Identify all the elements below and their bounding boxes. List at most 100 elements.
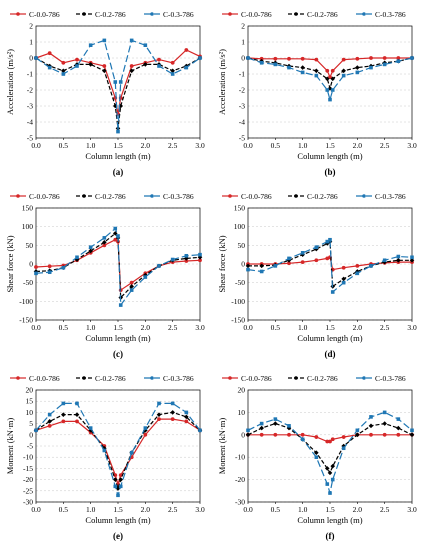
legend-marker-0 — [228, 376, 232, 380]
data-point — [324, 466, 330, 471]
data-point — [273, 62, 278, 67]
data-point — [355, 65, 360, 70]
data-point — [328, 97, 332, 102]
data-point — [324, 76, 330, 82]
data-point — [341, 280, 346, 285]
data-point — [369, 65, 373, 70]
data-point — [129, 288, 134, 292]
legend-marker-1 — [82, 194, 86, 198]
data-point — [61, 72, 66, 76]
data-point — [102, 68, 107, 74]
legend-marker-0 — [16, 376, 20, 380]
data-point — [33, 269, 39, 274]
data-point — [330, 76, 336, 82]
chart-panel-2: C-0.0-786 C-0.2-786 C-0.3-786 -150 -100 -50 0 5… — [5, 192, 205, 359]
data-point — [355, 56, 360, 61]
series-line-2 — [247, 238, 413, 294]
chart-panel-4: C-0.0-786 C-0.2-786 C-0.3-786 -30 -25 -20 -15 -… — [5, 374, 205, 541]
legend-marker-2 — [362, 194, 366, 198]
data-point — [47, 412, 52, 417]
series-line-1 — [35, 57, 201, 129]
legend-marker-1 — [294, 12, 298, 16]
data-point — [143, 275, 148, 279]
data-point — [259, 425, 264, 431]
data-point — [74, 412, 80, 417]
data-point — [382, 258, 387, 263]
panel-label: (f) — [326, 531, 335, 541]
data-point — [355, 271, 360, 276]
data-point — [341, 57, 346, 62]
data-point — [88, 428, 93, 433]
x-tick-label: 0.5 — [271, 505, 281, 514]
y-tick-label: 0 — [241, 54, 245, 63]
x-tick-label: 3.0 — [195, 505, 205, 514]
data-point — [61, 412, 66, 417]
data-point — [47, 264, 52, 269]
data-point — [198, 252, 202, 257]
x-tick-label: 0.0 — [31, 505, 41, 514]
data-point — [300, 65, 305, 70]
legend-label-0: C-0.0-786 — [241, 192, 272, 201]
data-point — [396, 254, 401, 259]
y-tick-label: -2 — [27, 86, 33, 95]
data-point — [198, 428, 202, 433]
y-tick-label: -5 — [239, 134, 245, 143]
data-point — [198, 258, 202, 263]
data-point — [184, 414, 189, 420]
data-point — [116, 129, 120, 134]
data-point — [369, 415, 373, 419]
data-point — [287, 56, 291, 61]
legend-label-1: C-0.2-786 — [307, 10, 338, 19]
data-point — [325, 68, 330, 73]
y-tick-label: -10 — [235, 453, 245, 462]
y-tick-label: -150 — [19, 316, 33, 325]
data-point — [259, 61, 264, 65]
y-tick-label: 5 — [29, 419, 33, 428]
x-axis-label: Column length (m) — [297, 151, 362, 161]
data-point — [368, 423, 374, 429]
data-point — [198, 56, 202, 60]
data-point — [88, 248, 93, 254]
x-tick-label: 1.0 — [298, 323, 308, 332]
legend-label-1: C-0.2-786 — [307, 192, 338, 201]
y-tick-label: 10 — [238, 408, 246, 417]
data-point — [369, 264, 373, 268]
x-axis-label: Column length (m) — [85, 151, 150, 161]
data-point — [113, 80, 118, 84]
x-tick-label: 2.0 — [141, 323, 151, 332]
data-point — [382, 56, 387, 60]
data-point — [112, 477, 118, 482]
data-point — [102, 64, 107, 68]
x-tick-label: 1.5 — [113, 323, 123, 332]
data-point — [300, 251, 305, 255]
data-point — [75, 419, 79, 424]
data-point — [34, 265, 38, 269]
data-point — [355, 70, 360, 75]
y-tick-label: -10 — [23, 453, 33, 462]
x-tick-label: 2.0 — [353, 323, 363, 332]
y-tick-label: -100 — [19, 297, 33, 306]
data-point — [341, 446, 346, 451]
data-point — [314, 57, 319, 62]
data-point — [102, 243, 107, 248]
data-point — [184, 48, 189, 52]
legend-label-0: C-0.0-786 — [241, 374, 272, 383]
y-tick-label: 150 — [234, 204, 246, 213]
panel-label: (c) — [113, 349, 123, 359]
data-point — [314, 68, 319, 74]
data-point — [369, 432, 373, 437]
legend-marker-0 — [16, 194, 20, 198]
y-tick-label: 1 — [29, 38, 33, 47]
x-tick-label: 3.0 — [407, 141, 417, 150]
data-point — [143, 428, 148, 433]
x-tick-label: 0.5 — [59, 323, 69, 332]
data-point — [330, 68, 335, 73]
data-point — [143, 62, 148, 67]
data-point — [75, 401, 79, 406]
chart-panel-0: C-0.0-786 C-0.2-786 C-0.3-786 -5 -4 -3 -2 -1 0 1 2… — [5, 10, 205, 177]
x-axis-label: Column length (m) — [85, 333, 150, 343]
data-point — [410, 255, 414, 260]
legend-label-2: C-0.3-786 — [163, 10, 194, 19]
panel-label: (a) — [113, 167, 124, 177]
